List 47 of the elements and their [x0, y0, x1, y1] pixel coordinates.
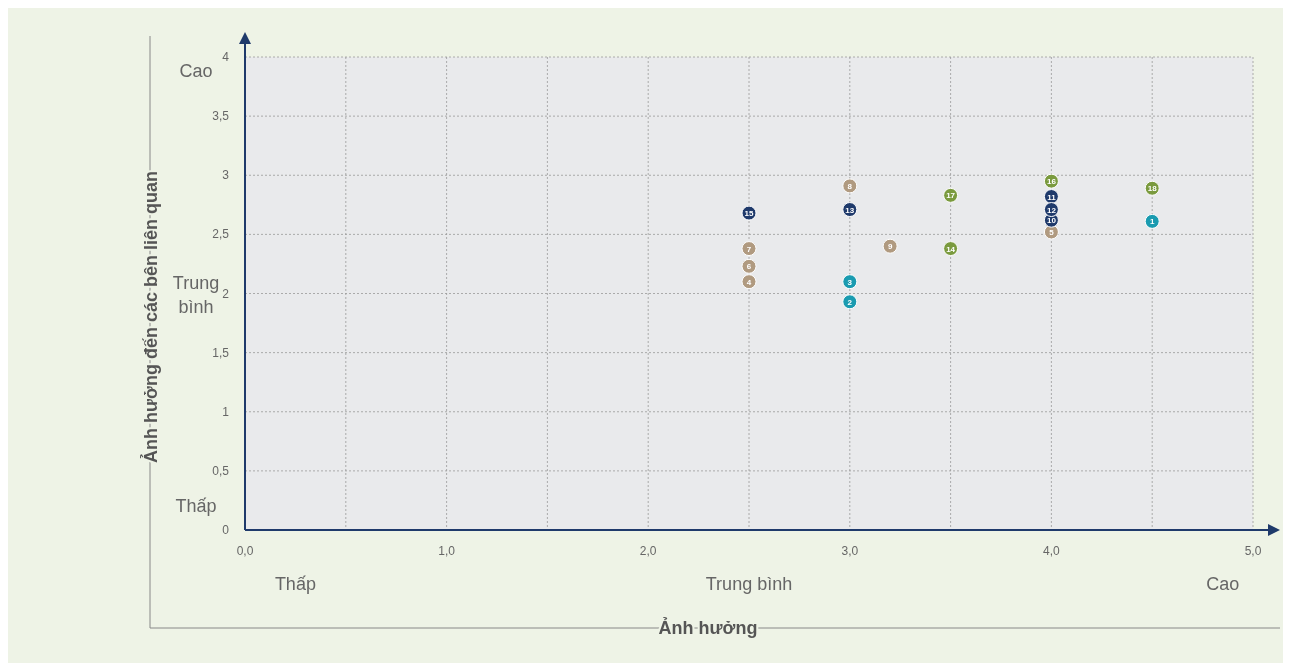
- series-label: 11: [1047, 192, 1057, 202]
- point: [1144, 213, 1160, 229]
- series-label: 18: [1147, 184, 1158, 194]
- series-label: 8: [847, 181, 853, 191]
- series-label: 1: [1149, 217, 1155, 227]
- series-label: 2: [847, 297, 853, 307]
- y-tick-label: 0: [222, 523, 230, 537]
- series-label: 10: [1046, 216, 1057, 226]
- x-tick-label: 0,0: [236, 544, 254, 558]
- y-tick-label: 1,5: [212, 345, 230, 360]
- text: Trung bình: [172, 272, 220, 317]
- y-tick-label: 3,5: [212, 109, 230, 124]
- x-tick-label: 2,0: [639, 544, 657, 558]
- point: [741, 241, 757, 257]
- series-label: 3: [847, 277, 853, 287]
- series-label: 9: [887, 242, 893, 252]
- series-label: 4: [746, 277, 752, 287]
- y-tick-label: 3: [222, 168, 230, 183]
- y-tick-label: 4: [222, 50, 230, 64]
- x-tick-label: 3,0: [841, 544, 859, 558]
- series-label: 7: [746, 244, 752, 254]
- point: [842, 294, 858, 310]
- y-tick-label: 2,5: [212, 227, 230, 242]
- series-label: 14: [946, 244, 956, 254]
- point: [741, 258, 757, 274]
- series-label: 6: [746, 262, 752, 272]
- series-label: 12: [1046, 205, 1057, 215]
- text: Thấp: [175, 496, 217, 517]
- x-tick-label: 4,0: [1043, 544, 1061, 558]
- series-label: 16: [1046, 177, 1057, 187]
- text: Thấp: [274, 574, 316, 594]
- x-axis-title: Ảnh hưởng: [658, 617, 758, 638]
- series-label: 13: [845, 205, 855, 215]
- text: Cao: [179, 61, 213, 82]
- y-tick-label: 0,5: [212, 463, 230, 478]
- point: [842, 274, 858, 290]
- series-label: 15: [744, 209, 754, 219]
- point: [741, 274, 757, 290]
- y-tick-label: 2: [222, 286, 230, 301]
- y-axis-title: Ảnh hưởng đến các bên liên quan: [140, 171, 161, 463]
- series-label: 5: [1049, 228, 1055, 238]
- y-tick-label: 1: [222, 404, 230, 419]
- text: Cao: [1206, 574, 1240, 594]
- text: Trung bình: [705, 574, 793, 594]
- series-label: 17: [946, 191, 956, 201]
- x-tick-label: 5,0: [1244, 544, 1262, 558]
- x-tick-label: 1,0: [438, 544, 456, 558]
